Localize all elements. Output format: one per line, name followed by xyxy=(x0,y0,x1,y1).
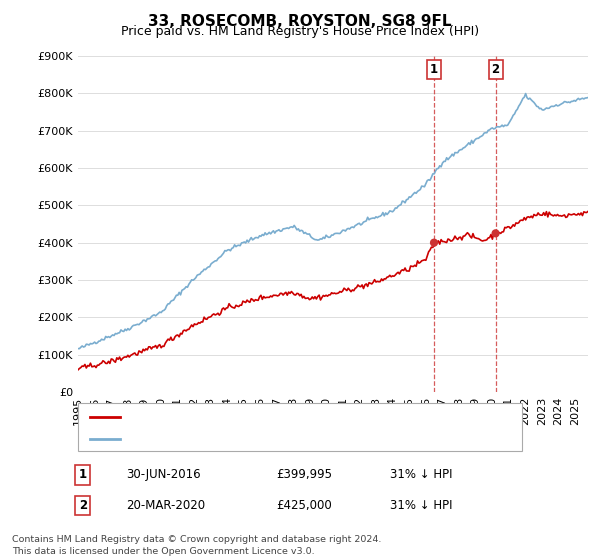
Point xyxy=(429,238,439,247)
Text: 31% ↓ HPI: 31% ↓ HPI xyxy=(390,499,452,512)
Text: £399,995: £399,995 xyxy=(276,468,332,482)
Point xyxy=(491,229,500,238)
Text: £425,000: £425,000 xyxy=(276,499,332,512)
Text: 33, ROSECOMB, ROYSTON, SG8 9FL: 33, ROSECOMB, ROYSTON, SG8 9FL xyxy=(148,14,452,29)
Text: 2: 2 xyxy=(491,63,500,76)
Text: 31% ↓ HPI: 31% ↓ HPI xyxy=(390,468,452,482)
Text: Contains HM Land Registry data © Crown copyright and database right 2024.: Contains HM Land Registry data © Crown c… xyxy=(12,535,382,544)
Text: 20-MAR-2020: 20-MAR-2020 xyxy=(126,499,205,512)
Text: This data is licensed under the Open Government Licence v3.0.: This data is licensed under the Open Gov… xyxy=(12,547,314,556)
Text: 33, ROSECOMB, ROYSTON, SG8 9FL (detached house): 33, ROSECOMB, ROYSTON, SG8 9FL (detached… xyxy=(126,410,443,423)
Text: 1: 1 xyxy=(430,63,438,76)
Text: Price paid vs. HM Land Registry's House Price Index (HPI): Price paid vs. HM Land Registry's House … xyxy=(121,25,479,38)
Text: 2: 2 xyxy=(79,499,87,512)
Text: 1: 1 xyxy=(79,468,87,482)
Text: HPI: Average price, detached house, North Hertfordshire: HPI: Average price, detached house, Nort… xyxy=(126,432,460,445)
Text: 30-JUN-2016: 30-JUN-2016 xyxy=(126,468,200,482)
